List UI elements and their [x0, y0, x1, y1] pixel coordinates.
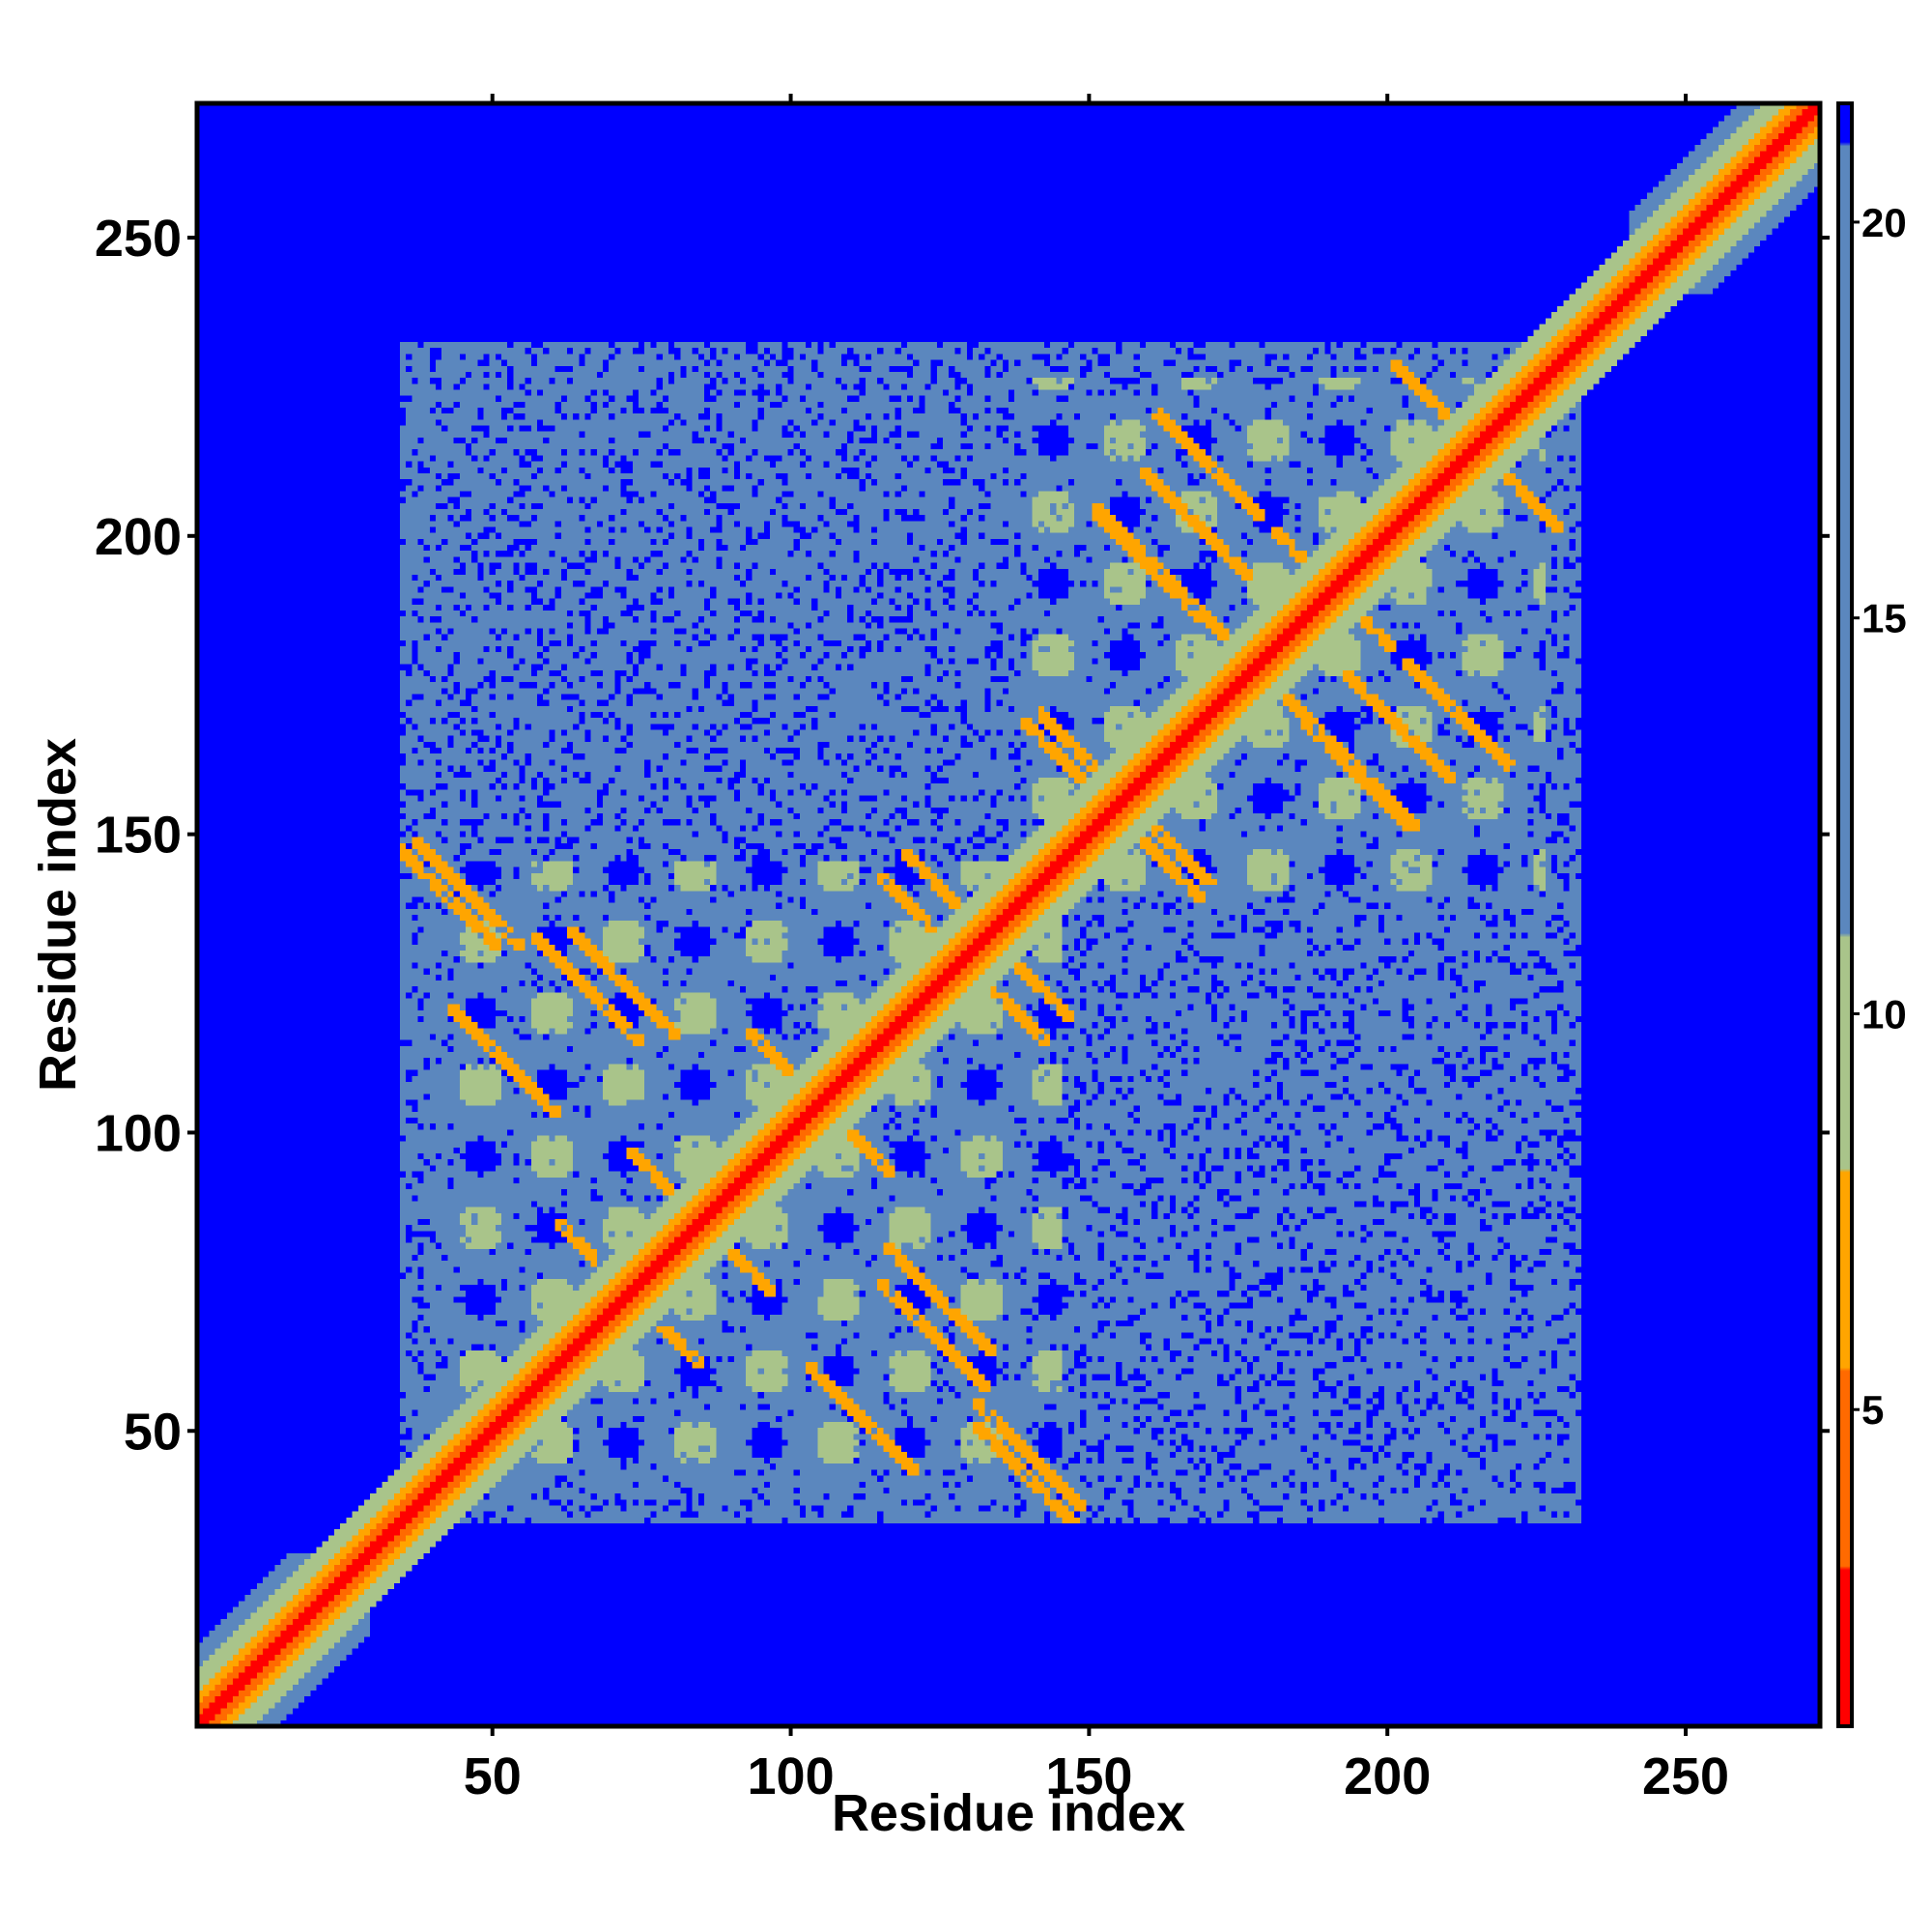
colorbar-frame	[1836, 101, 1854, 1728]
colorbar-tick-label: 15	[1861, 596, 1907, 641]
colorbar-ticks: 5 10 15 20	[1852, 200, 1907, 1433]
y-axis-ticks: 50 100 150 200 250	[95, 210, 1830, 1461]
x-tick-label: 100	[748, 1747, 835, 1805]
x-tick-label: 200	[1344, 1747, 1431, 1805]
y-tick-label: 200	[95, 508, 182, 566]
plot-frame	[194, 100, 1823, 1729]
colorbar-tick-label: 5	[1861, 1387, 1884, 1433]
x-axis-ticks: 50 100 150 200 250	[464, 94, 1729, 1805]
y-tick-label: 150	[95, 807, 182, 865]
x-tick-label: 50	[464, 1747, 522, 1805]
x-axis-title: Residue index	[832, 1784, 1185, 1842]
y-axis-title: Residue index	[29, 738, 87, 1092]
y-tick-label: 250	[95, 210, 182, 268]
colorbar	[1838, 103, 1852, 1726]
x-tick-label: 250	[1642, 1747, 1729, 1805]
x-tick-label: 150	[1045, 1747, 1132, 1805]
colorbar-tick-label: 10	[1861, 991, 1907, 1037]
y-tick-label: 100	[95, 1104, 182, 1162]
y-tick-label: 50	[124, 1403, 182, 1461]
distance-heatmap	[197, 103, 1820, 1726]
colorbar-tick-label: 20	[1861, 200, 1907, 245]
